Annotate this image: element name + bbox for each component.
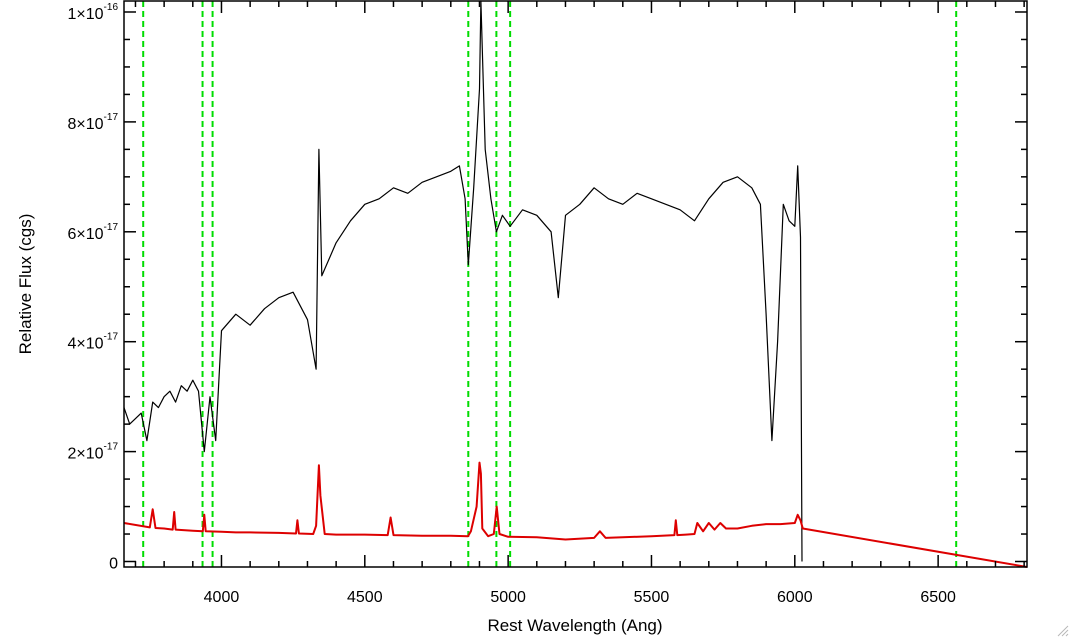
series-line-0 [123, 0, 803, 562]
spectrum-series [123, 0, 1028, 568]
y-tick-mantissa: 6×10 [68, 226, 104, 243]
y-tick-exponent: -17 [104, 442, 119, 453]
y-tick-label: 0 [109, 556, 118, 573]
y-tick-exponent: -17 [104, 222, 119, 233]
y-axis-ticks: 02×10-174×10-176×10-178×10-171×10-16 [68, 2, 1027, 573]
y-tick-label: 1×10-16 [68, 2, 119, 23]
x-tick-label: 4000 [204, 589, 240, 606]
y-tick-label: 2×10-17 [68, 442, 119, 463]
resize-grip-icon[interactable] [1055, 623, 1069, 637]
y-tick-mantissa: 8×10 [68, 116, 104, 133]
x-tick-label: 5500 [634, 589, 670, 606]
y-tick-mantissa: 4×10 [68, 336, 104, 353]
x-tick-label: 5000 [490, 589, 526, 606]
x-tick-label: 4500 [347, 589, 383, 606]
reference-lines [142, 1, 958, 567]
series-line-1 [123, 461, 1028, 568]
y-tick-exponent: -17 [104, 112, 119, 123]
y-axis-label: Relative Flux (cgs) [16, 214, 35, 355]
plot-frame [123, 0, 1028, 568]
y-tick-label: 4×10-17 [68, 332, 119, 353]
y-tick-label: 8×10-17 [68, 112, 119, 133]
y-tick-mantissa: 1×10 [68, 6, 104, 23]
x-tick-label: 6000 [777, 589, 813, 606]
x-axis-label: Rest Wavelength (Ang) [487, 616, 662, 635]
x-tick-label: 6500 [920, 589, 956, 606]
y-tick-label: 6×10-17 [68, 222, 119, 243]
y-tick-exponent: -16 [104, 2, 119, 13]
y-tick-exponent: -17 [104, 332, 119, 343]
y-tick-mantissa: 0 [109, 556, 118, 573]
x-axis-ticks: 4000 4500 5000 5500 6000 6500 [134, 1, 1025, 606]
y-tick-mantissa: 2×10 [68, 446, 104, 463]
